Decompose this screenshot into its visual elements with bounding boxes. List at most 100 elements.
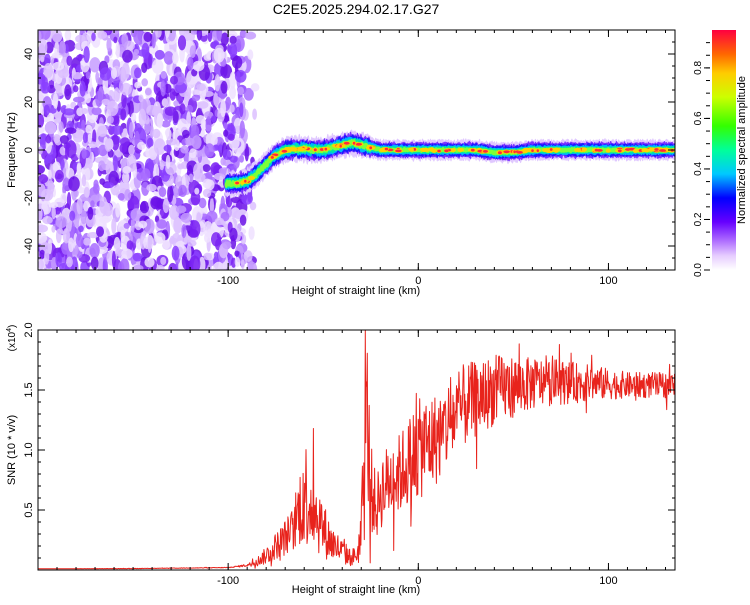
noise-blob	[190, 191, 201, 206]
noise-blob	[160, 80, 166, 97]
snr-series-line	[38, 330, 675, 570]
ridge-hotspot	[553, 148, 559, 153]
noise-blob	[249, 201, 257, 211]
colorbar-tick-label: 0.6	[693, 111, 704, 125]
noise-blob	[113, 87, 120, 102]
noise-blob	[90, 200, 95, 208]
noise-blob	[160, 256, 167, 266]
noise-blob	[85, 124, 93, 134]
ridge-peak	[536, 149, 539, 153]
noise-blob	[241, 192, 253, 205]
noise-blob	[81, 119, 86, 130]
noise-blob	[84, 93, 91, 104]
noise-blob	[189, 255, 201, 270]
ridge-peak	[503, 150, 510, 154]
noise-blob	[173, 100, 179, 107]
noise-blob	[234, 70, 247, 83]
noise-blob	[147, 235, 152, 253]
noise-blob	[137, 141, 146, 150]
noise-blob	[202, 159, 211, 166]
noise-blob	[202, 188, 212, 198]
noise-blob	[239, 30, 247, 39]
noise-blob	[120, 229, 126, 242]
ridge-peak	[444, 149, 449, 153]
noise-blob	[117, 193, 125, 201]
noise-blob	[211, 232, 222, 247]
colorbar-label: Normalized spectral amplitude	[736, 76, 748, 224]
noise-blob	[58, 40, 66, 56]
noise-blob	[61, 241, 71, 255]
x-tick-label: 100	[599, 575, 617, 587]
noise-blob	[65, 167, 75, 180]
x-tick-label: -100	[217, 275, 239, 287]
noise-blob	[141, 42, 150, 59]
noise-blob	[220, 80, 228, 94]
noise-blob	[120, 66, 126, 84]
noise-blob	[89, 243, 100, 259]
noise-blob	[54, 41, 60, 58]
noise-blob	[141, 168, 151, 181]
ridge-peak	[319, 148, 324, 151]
noise-blob	[156, 219, 168, 229]
noise-blob	[171, 245, 180, 261]
noise-blob	[96, 226, 104, 238]
noise-blob	[229, 227, 238, 242]
noise-blob	[146, 137, 154, 148]
noise-blob	[210, 115, 217, 123]
noise-blob	[163, 51, 174, 65]
noise-blob	[164, 30, 170, 38]
ridge-peak	[654, 148, 659, 151]
noise-blob	[247, 49, 254, 60]
noise-blob	[172, 52, 179, 65]
noise-blob	[180, 212, 193, 223]
noise-blob	[54, 135, 62, 146]
noise-blob	[95, 90, 103, 108]
noise-blob	[91, 32, 96, 42]
noise-blob	[126, 240, 133, 251]
noise-blob	[115, 202, 121, 218]
y-tick-label: 40	[23, 48, 35, 60]
noise-blob	[212, 261, 225, 270]
noise-blob	[223, 129, 229, 137]
noise-blob	[104, 138, 113, 152]
ridge-peak	[482, 150, 488, 153]
noise-blob	[252, 108, 257, 120]
noise-blob	[38, 232, 47, 244]
noise-blob	[153, 138, 166, 155]
noise-blob	[223, 115, 230, 123]
ridge-peak	[513, 150, 516, 154]
noise-blob	[141, 78, 148, 87]
noise-blob	[134, 81, 142, 89]
noise-blob	[78, 225, 84, 233]
noise-blob	[234, 256, 241, 268]
noise-blob	[128, 144, 135, 156]
noise-blob	[146, 183, 157, 192]
noise-blob	[133, 48, 140, 56]
noise-blob	[154, 232, 166, 244]
ridge-hotspot	[641, 148, 650, 153]
noise-blob	[229, 35, 237, 45]
noise-blob	[73, 96, 85, 103]
spectrogram-noise-layer	[38, 30, 260, 270]
noise-blob	[144, 87, 152, 96]
noise-blob	[55, 228, 62, 244]
noise-blob	[146, 104, 158, 116]
noise-blob	[239, 155, 244, 163]
snr-y-ticks: 0.5 1.0 1.5 2.0	[23, 322, 675, 559]
noise-blob	[74, 244, 79, 255]
noise-blob	[89, 57, 101, 73]
noise-blob	[141, 62, 148, 74]
noise-blob	[38, 224, 48, 233]
noise-blob	[159, 162, 164, 171]
noise-blob	[217, 144, 224, 153]
noise-blob	[117, 261, 125, 270]
snr-panel: -100 0 100 0.5 1.0 1.5 2.0 Height of straight…	[6, 322, 676, 596]
noise-blob	[203, 220, 214, 238]
noise-blob	[173, 216, 182, 234]
noise-blob	[44, 53, 51, 66]
noise-blob	[144, 218, 155, 234]
x-tick-label: 0	[415, 575, 421, 587]
noise-blob	[76, 107, 84, 117]
colorbar-tick-label: 0.8	[693, 61, 704, 75]
noise-blob	[220, 157, 226, 166]
